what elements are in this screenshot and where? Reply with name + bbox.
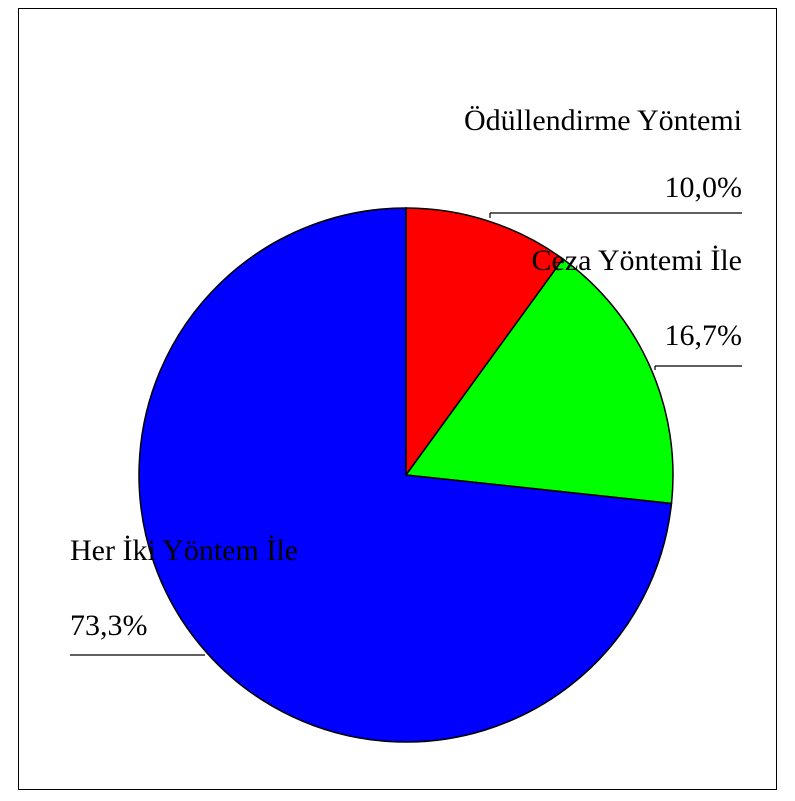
- pie-slice: [404, 257, 674, 505]
- pie-slice: [405, 207, 564, 478]
- slice-label: Ödüllendirme Yöntemi: [464, 104, 742, 137]
- slice-value-label: 10,0%: [665, 171, 743, 204]
- slice-label: Ceza Yöntemi İle: [532, 244, 742, 277]
- slice-value-label: 73,3%: [70, 609, 148, 642]
- slice-label: Her İki Yöntem İle: [70, 534, 298, 567]
- labels: Ödüllendirme Yöntemi 10,0% Ceza Yöntemi İl…: [70, 104, 743, 656]
- pie: [138, 207, 674, 743]
- slice-value-label: 16,7%: [665, 319, 743, 352]
- pie-slice: [138, 207, 673, 743]
